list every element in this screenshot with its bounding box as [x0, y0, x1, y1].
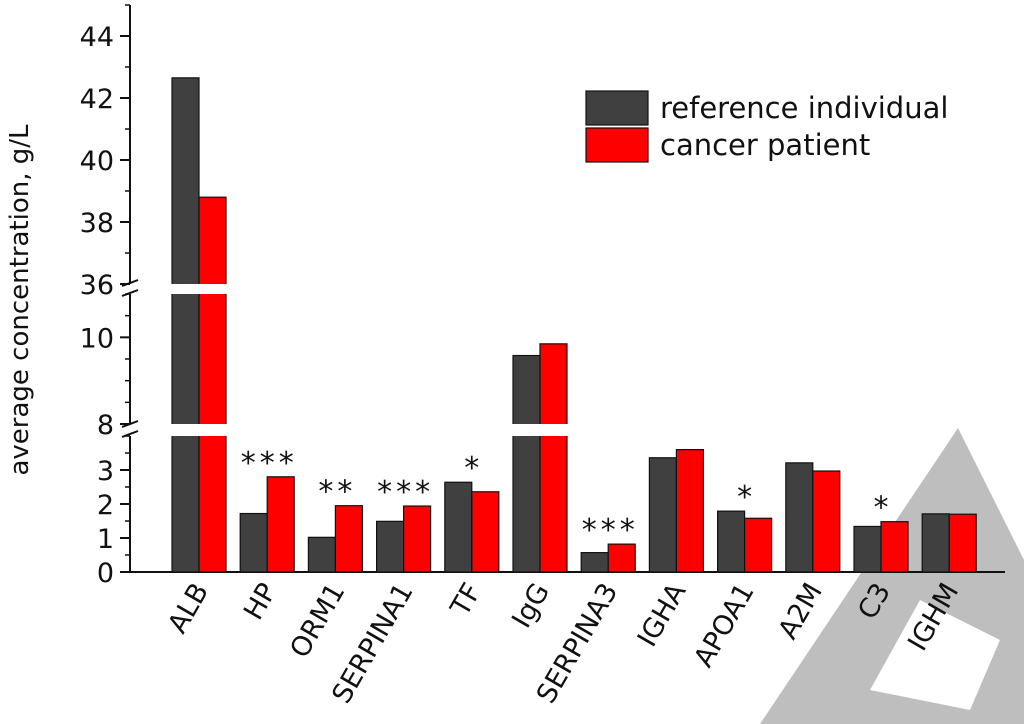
bar-reference-individual	[240, 514, 267, 572]
bar-cancer-patient	[335, 506, 362, 572]
x-tick-label: HP	[238, 578, 283, 625]
bar-cancer-patient	[540, 344, 567, 572]
legend: reference individual cancer patient	[586, 91, 948, 162]
y-axis-label: average concentration, g/L	[5, 124, 35, 476]
bar-reference-individual	[718, 511, 745, 572]
y-tick-label: 10	[80, 323, 114, 354]
significance-marker: *	[874, 491, 893, 526]
y-tick-label: 42	[80, 84, 114, 115]
significance-marker: ***	[582, 513, 639, 548]
y-tick-label: 2	[97, 490, 114, 521]
bar-reference-individual	[308, 537, 335, 572]
x-tick-label: IGHA	[632, 578, 693, 653]
y-tick-label: 8	[97, 410, 114, 441]
bar-reference-individual	[377, 521, 404, 572]
bar-reference-individual	[854, 526, 881, 572]
y-tick-label: 44	[80, 22, 114, 53]
bar-cancer-patient	[608, 544, 635, 572]
bar-reference-individual	[172, 78, 199, 572]
legend-label-reference: reference individual	[660, 91, 948, 125]
axis-break-gap	[170, 424, 228, 436]
significance-marker: ***	[377, 475, 434, 510]
legend-label-cancer: cancer patient	[660, 128, 870, 162]
bar-cancer-patient	[267, 477, 294, 572]
axis-break-gap	[170, 284, 228, 294]
bar-reference-individual	[513, 356, 540, 572]
bar-reference-individual	[922, 514, 949, 572]
bar-cancer-patient	[745, 518, 772, 572]
bar-cancer-patient	[199, 197, 226, 572]
x-tick-label: TF	[444, 578, 487, 622]
x-tick-label: ALB	[162, 578, 215, 639]
y-tick-label: 40	[80, 146, 114, 177]
axis-break-gap	[511, 424, 569, 436]
bar-cancer-patient	[813, 471, 840, 572]
bar-reference-individual	[581, 553, 608, 572]
x-tick-label: APOA1	[688, 578, 760, 672]
bar-reference-individual	[786, 463, 813, 572]
y-tick-label: 0	[97, 558, 114, 589]
significance-marker: *	[737, 480, 756, 515]
y-tick-label: 1	[97, 524, 114, 555]
x-tick-label: ORM1	[284, 578, 351, 663]
significance-marker: **	[318, 475, 356, 510]
significance-marker: *	[464, 451, 483, 486]
y-tick-label: 36	[80, 270, 114, 301]
bar-reference-individual	[445, 482, 472, 572]
significance-marker: ***	[241, 446, 298, 481]
y-tick-label: 3	[97, 456, 114, 487]
legend-swatch-reference	[586, 91, 648, 125]
bar-cancer-patient	[949, 514, 976, 572]
bar-chart: average concentration, g/L 0123810363840…	[0, 0, 1024, 724]
bar-cancer-patient	[881, 522, 908, 572]
bar-reference-individual	[649, 458, 676, 572]
x-tick-label: IgG	[506, 578, 556, 633]
y-tick-label: 38	[80, 208, 114, 239]
bar-cancer-patient	[472, 492, 499, 572]
bar-cancer-patient	[404, 506, 431, 572]
bar-cancer-patient	[676, 450, 703, 572]
legend-swatch-cancer	[586, 128, 648, 162]
